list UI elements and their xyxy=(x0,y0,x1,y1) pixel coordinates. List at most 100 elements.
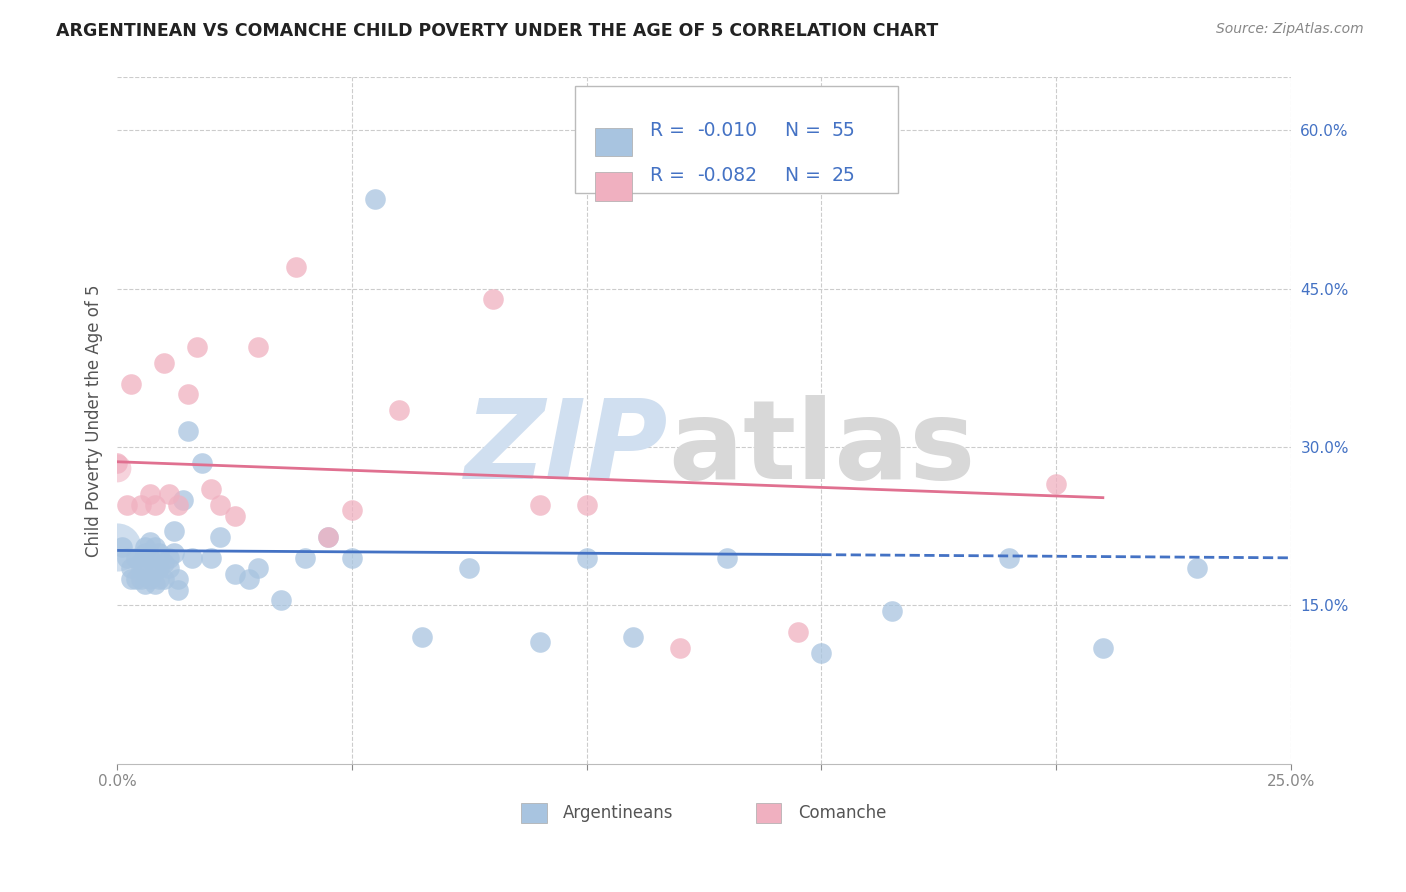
Point xyxy=(224,566,246,581)
Point xyxy=(458,561,481,575)
Point xyxy=(115,550,138,565)
Point xyxy=(388,403,411,417)
Text: R =: R = xyxy=(650,121,690,140)
Point xyxy=(200,550,222,565)
Point xyxy=(209,530,232,544)
Point xyxy=(176,387,198,401)
Text: ARGENTINEAN VS COMANCHE CHILD POVERTY UNDER THE AGE OF 5 CORRELATION CHART: ARGENTINEAN VS COMANCHE CHILD POVERTY UN… xyxy=(56,22,938,40)
FancyBboxPatch shape xyxy=(595,172,633,201)
Point xyxy=(340,503,363,517)
Point xyxy=(139,572,162,586)
Point xyxy=(411,630,433,644)
Text: Comanche: Comanche xyxy=(797,804,886,822)
Text: R =: R = xyxy=(650,166,690,185)
FancyBboxPatch shape xyxy=(575,87,897,193)
Point xyxy=(1045,477,1067,491)
Point xyxy=(284,260,307,275)
Point xyxy=(139,487,162,501)
Point xyxy=(270,593,292,607)
Point xyxy=(880,604,903,618)
Point xyxy=(153,572,176,586)
Point xyxy=(1091,640,1114,655)
Point xyxy=(125,572,148,586)
Point xyxy=(224,508,246,523)
Point xyxy=(120,572,142,586)
Point xyxy=(115,498,138,512)
Point xyxy=(1185,561,1208,575)
Point xyxy=(129,561,152,575)
Point xyxy=(105,461,128,475)
Point xyxy=(209,498,232,512)
Point xyxy=(148,545,170,559)
Point xyxy=(181,550,204,565)
Point xyxy=(139,561,162,575)
Text: 25: 25 xyxy=(832,166,855,185)
Text: N =: N = xyxy=(785,121,827,140)
Point xyxy=(575,550,598,565)
Point xyxy=(318,530,340,544)
Point xyxy=(167,582,190,597)
Point xyxy=(623,630,645,644)
Point xyxy=(162,545,184,559)
Point xyxy=(143,498,166,512)
Point xyxy=(529,635,551,649)
Y-axis label: Child Poverty Under the Age of 5: Child Poverty Under the Age of 5 xyxy=(86,285,103,557)
Point xyxy=(134,545,156,559)
Point xyxy=(481,292,503,306)
Point xyxy=(716,550,738,565)
Point xyxy=(200,482,222,496)
Point xyxy=(364,192,387,206)
Point xyxy=(120,561,142,575)
Point xyxy=(669,640,692,655)
Point xyxy=(246,561,269,575)
Point xyxy=(186,340,208,354)
Point xyxy=(157,550,180,565)
Point xyxy=(139,550,162,565)
Text: Argentineans: Argentineans xyxy=(562,804,673,822)
Point xyxy=(162,524,184,539)
Point xyxy=(139,535,162,549)
Text: atlas: atlas xyxy=(669,394,976,501)
Point xyxy=(340,550,363,565)
Point xyxy=(129,572,152,586)
Point xyxy=(120,376,142,391)
Point xyxy=(157,487,180,501)
Point xyxy=(134,577,156,591)
Point xyxy=(575,498,598,512)
Point xyxy=(167,572,190,586)
Point xyxy=(134,541,156,555)
Point xyxy=(111,541,134,555)
Point xyxy=(172,492,194,507)
Text: -0.010: -0.010 xyxy=(697,121,756,140)
Point xyxy=(148,572,170,586)
Point xyxy=(294,550,316,565)
Point xyxy=(125,550,148,565)
Point xyxy=(810,646,832,660)
FancyBboxPatch shape xyxy=(520,803,547,823)
Text: Source: ZipAtlas.com: Source: ZipAtlas.com xyxy=(1216,22,1364,37)
Point xyxy=(143,541,166,555)
Point xyxy=(143,577,166,591)
Point xyxy=(786,624,808,639)
Point xyxy=(190,456,212,470)
FancyBboxPatch shape xyxy=(755,803,782,823)
Text: N =: N = xyxy=(785,166,827,185)
Point xyxy=(157,561,180,575)
Text: -0.082: -0.082 xyxy=(697,166,756,185)
Point xyxy=(998,550,1021,565)
Text: ZIP: ZIP xyxy=(465,394,669,501)
Point xyxy=(318,530,340,544)
Point xyxy=(105,456,128,470)
Point xyxy=(143,561,166,575)
Point xyxy=(129,556,152,570)
Point xyxy=(529,498,551,512)
FancyBboxPatch shape xyxy=(595,128,633,156)
Point xyxy=(246,340,269,354)
Point xyxy=(167,498,190,512)
Text: 55: 55 xyxy=(832,121,855,140)
Point xyxy=(176,424,198,438)
Point xyxy=(238,572,260,586)
Point xyxy=(153,355,176,369)
Point xyxy=(153,556,176,570)
Point xyxy=(129,498,152,512)
